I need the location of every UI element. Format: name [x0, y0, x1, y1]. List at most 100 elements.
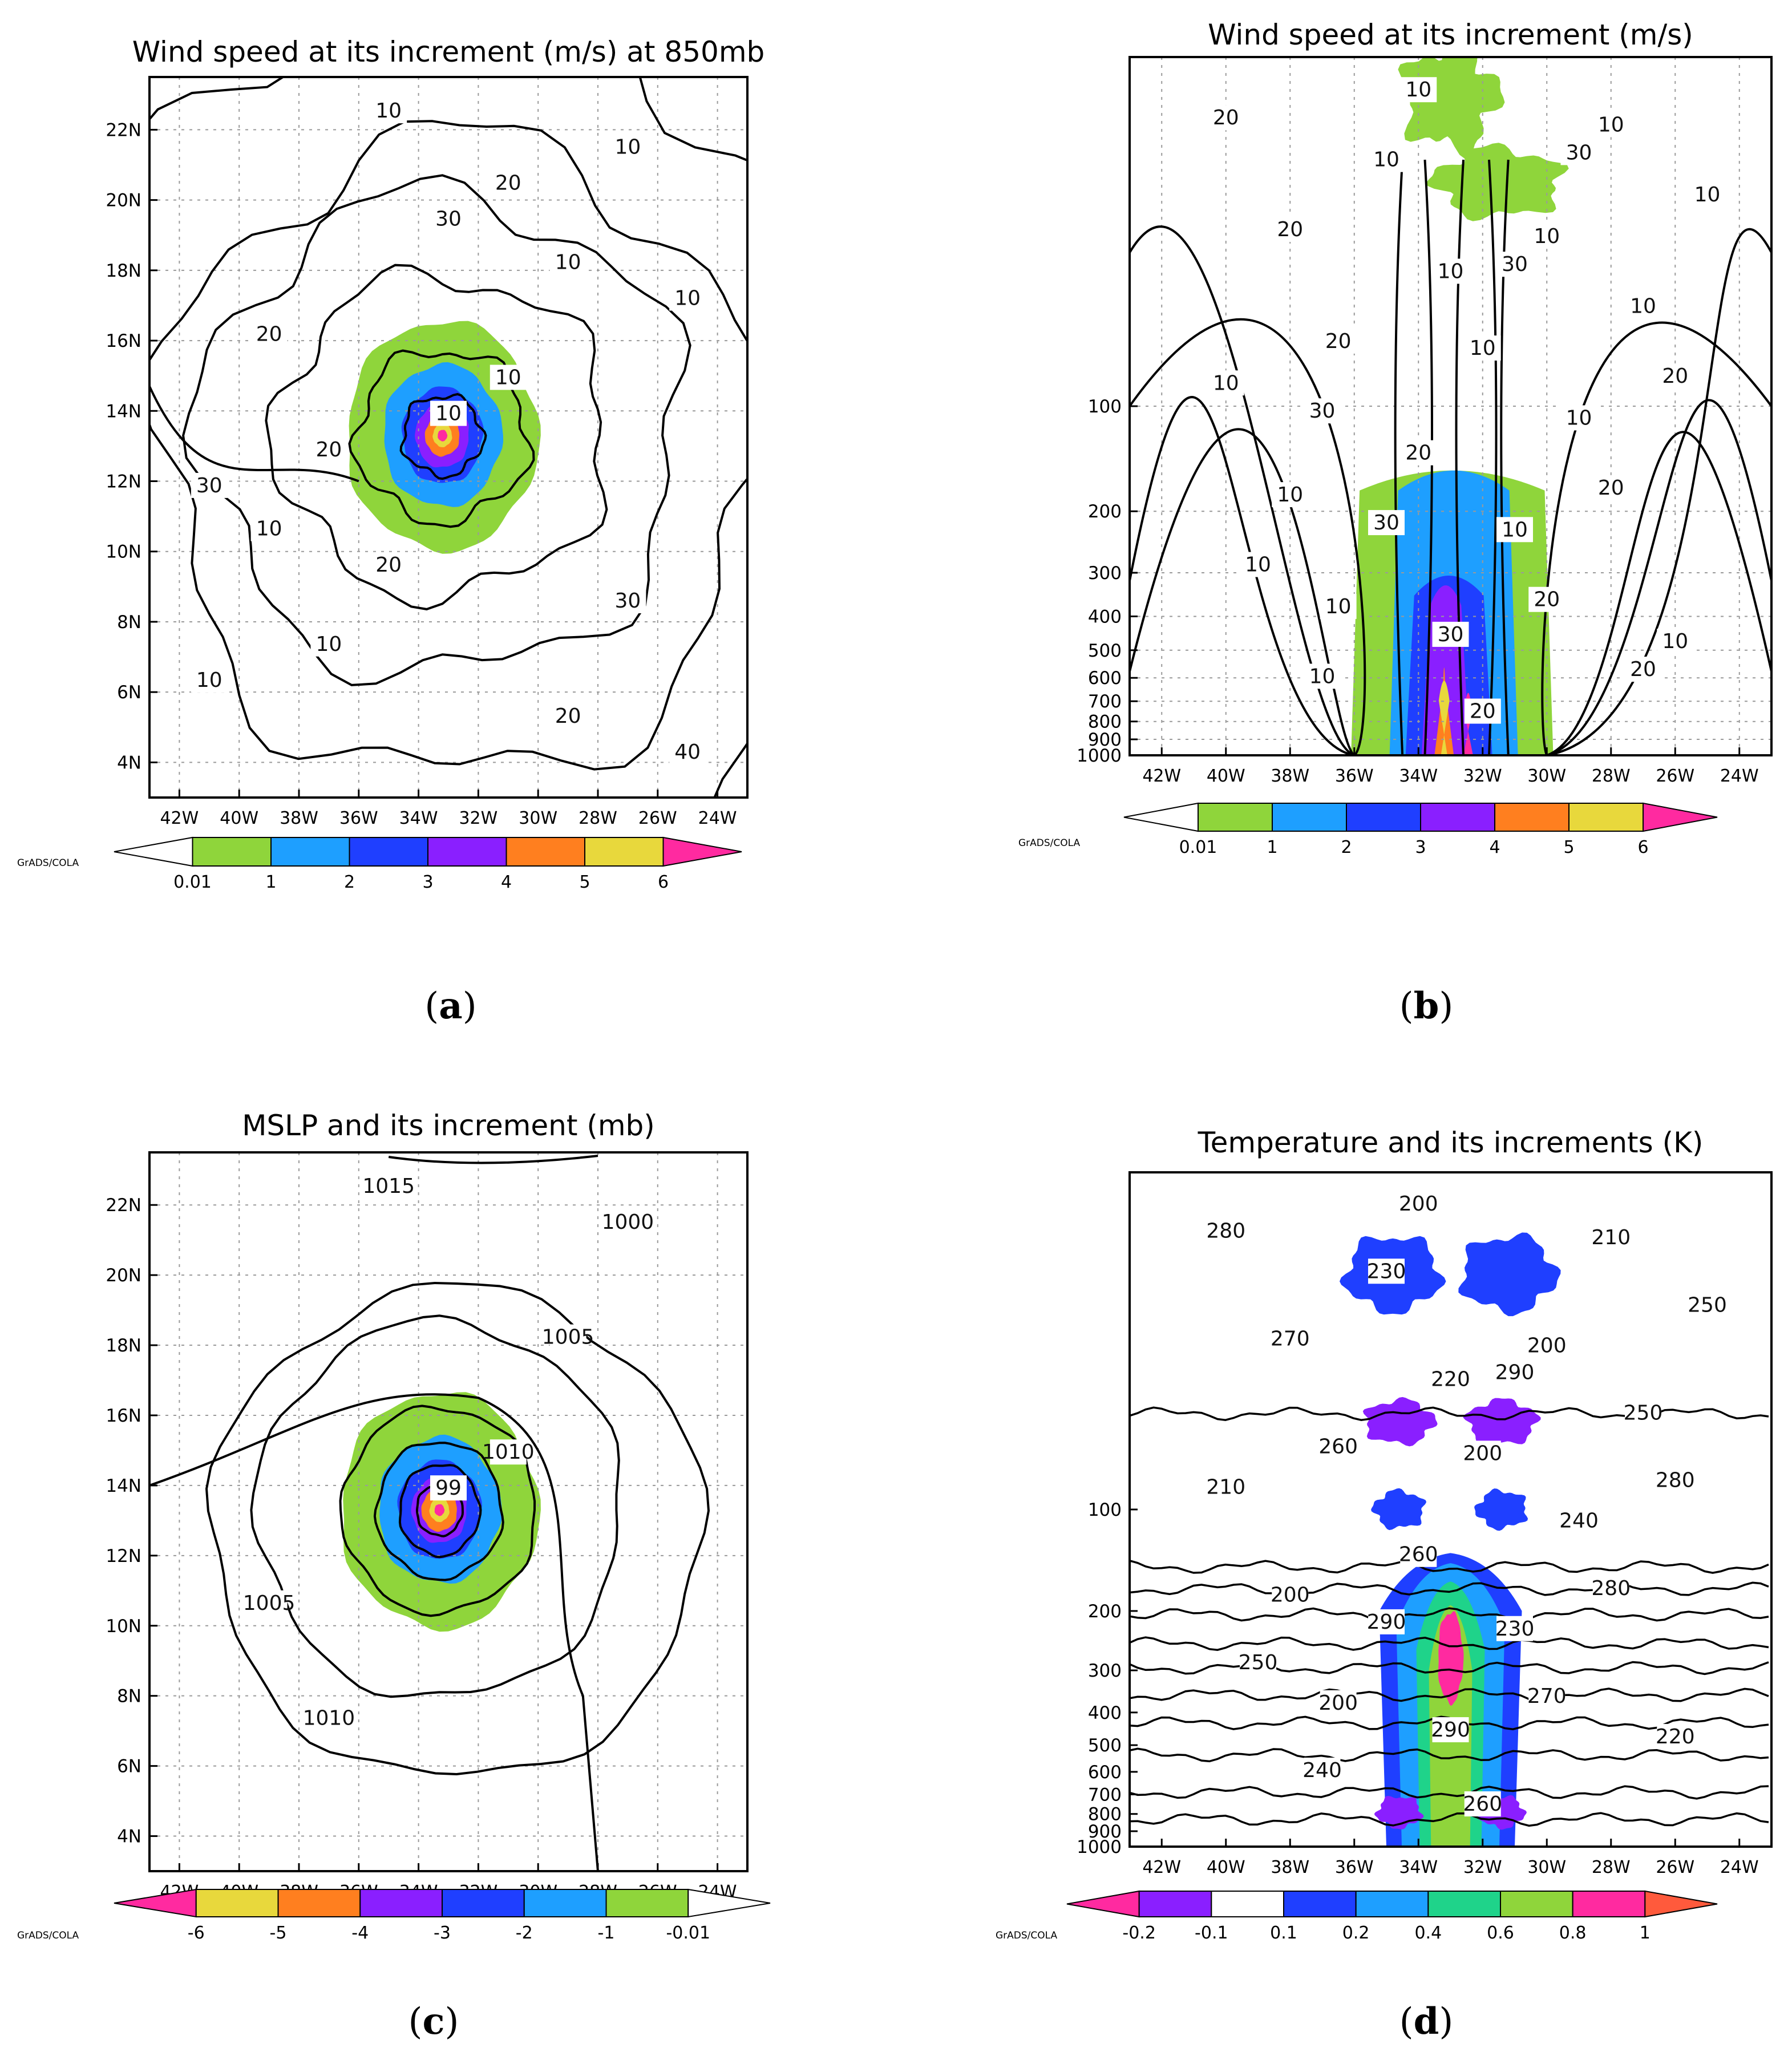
contour-label-bg — [1320, 1690, 1357, 1715]
contour-label: 10 — [256, 517, 282, 541]
isotherm — [1130, 1785, 1769, 1800]
shading-band — [1438, 681, 1450, 755]
contour-label-bg — [1240, 552, 1276, 577]
contour-label-bg — [310, 1705, 347, 1731]
colorbar-label: -0.2 — [1122, 1923, 1156, 1943]
colorbar-swatch — [1572, 1891, 1646, 1917]
colorbar-swatch — [1355, 1891, 1429, 1917]
contour-line — [1546, 431, 1771, 755]
contour-line — [1541, 321, 1771, 755]
y-tick-label: 22N — [106, 1195, 141, 1216]
panel-caption-letter: d — [1414, 2000, 1439, 2043]
contour-line — [265, 264, 608, 610]
contour-line — [1500, 159, 1510, 755]
colorbar-swatch — [605, 1889, 689, 1917]
contour-line — [1546, 399, 1771, 755]
shading-lobe — [1371, 1488, 1427, 1531]
colorbar-swatch — [1644, 1890, 1718, 1918]
contour-label: 30 — [1566, 141, 1592, 164]
contour-label-bg — [1432, 621, 1469, 647]
colorbar-swatch — [584, 837, 664, 867]
contour-label-bg — [430, 1475, 467, 1501]
colorbar-label: 0.1 — [1270, 1923, 1297, 1943]
panel-caption: (c) — [408, 2000, 459, 2043]
colorbar-swatch — [662, 836, 742, 867]
contour-label: 20 — [555, 705, 581, 728]
contour-label-bg — [1464, 335, 1501, 361]
plot-frame — [148, 76, 749, 799]
contour-label: 20 — [315, 438, 342, 462]
contour-label-bg — [1400, 1541, 1437, 1567]
contour-label-bg — [490, 1439, 527, 1465]
colorbar-label: 6 — [658, 872, 669, 892]
colorbar-swatch — [359, 1889, 443, 1917]
contour-line — [388, 1155, 598, 1164]
panel-c: MSLP and its increment (mb)1015101010101… — [17, 1109, 771, 2043]
contour-label: 10 — [315, 633, 342, 656]
x-tick-label: 32W — [459, 808, 497, 828]
contour-label: 10 — [1598, 113, 1624, 136]
y-tick-label: 22N — [106, 120, 141, 140]
colorbar-label: -0.01 — [666, 1923, 710, 1943]
x-tick-label: 36W — [339, 808, 378, 828]
contour-label: 10 — [1405, 78, 1431, 102]
contour-label-bg — [1625, 1400, 1661, 1426]
colorbar-label: 3 — [1415, 837, 1426, 857]
contour-line — [182, 174, 691, 686]
contour-label-bg — [1560, 405, 1597, 431]
colorbar-label: 4 — [1489, 837, 1500, 857]
panel-a: Wind speed at its increment (m/s) at 850… — [17, 35, 764, 1027]
contour-label: 10 — [435, 402, 462, 426]
colorbar-swatch — [523, 1889, 607, 1917]
contour-label: 280 — [1206, 1219, 1245, 1242]
y-tick-label: 20N — [106, 191, 141, 211]
y-tick-label: 200 — [1088, 1601, 1122, 1622]
contour-label-bg — [1657, 363, 1694, 389]
x-tick-label: 34W — [1399, 766, 1438, 786]
x-tick-label: 42W — [1142, 766, 1181, 786]
y-tick-label: 900 — [1088, 730, 1122, 750]
contour-label: 290 — [1495, 1361, 1535, 1385]
contour-label: 20 — [495, 171, 521, 195]
x-tick-label: 30W — [519, 808, 557, 828]
y-tick-label: 14N — [106, 401, 141, 422]
contour-label: 250 — [1239, 1651, 1278, 1674]
colorbar-label: 0.01 — [173, 872, 212, 892]
grads-credit: GrADS/COLA — [1018, 837, 1081, 849]
contour-label-bg — [1528, 224, 1566, 249]
colorbar-swatch — [1272, 803, 1347, 832]
y-tick-label: 100 — [1088, 1500, 1122, 1520]
contour-line — [149, 386, 359, 483]
contour-label-bg — [1592, 112, 1629, 137]
plot-frame — [148, 1151, 749, 1872]
contour-label: 210 — [1591, 1226, 1631, 1249]
contour-label: 1000 — [602, 1211, 654, 1234]
contour-label-bg — [1272, 217, 1309, 242]
contour-label: 10 — [614, 135, 641, 159]
contour-label-bg — [1207, 370, 1244, 396]
contour-line — [373, 1442, 504, 1581]
contour-label: 20 — [1630, 658, 1656, 681]
contour-line — [1423, 159, 1433, 755]
contour-label-bg — [1528, 1333, 1566, 1358]
contour-label: 40 — [674, 740, 701, 764]
contour-label-bg — [1272, 1326, 1309, 1351]
contour-label-bg — [669, 285, 706, 311]
contour-label-bg — [1528, 1683, 1566, 1709]
x-tick-label: 30W — [1527, 766, 1566, 786]
panel-b: Wind speed at its increment (m/s)1010101… — [1018, 18, 1773, 1027]
colorbar-label: 5 — [1563, 837, 1574, 857]
panel-caption: (d) — [1399, 2000, 1454, 2043]
contour-label: 20 — [1277, 218, 1303, 241]
contour-label: 1015 — [362, 1175, 415, 1198]
panel-caption: (b) — [1399, 985, 1454, 1027]
contour-label: 30 — [614, 589, 641, 613]
y-tick-label: 18N — [106, 261, 141, 281]
y-tick-label: 300 — [1088, 1661, 1122, 1681]
colorbar-swatch — [427, 837, 507, 867]
contour-label: 10 — [1502, 518, 1528, 541]
plot-area: 200 200 200 200 200 210 210 220 220 230 230 240 240 2… — [1130, 1191, 1769, 1847]
contour-label-bg — [370, 98, 407, 124]
x-tick-label: 40W — [220, 808, 258, 828]
